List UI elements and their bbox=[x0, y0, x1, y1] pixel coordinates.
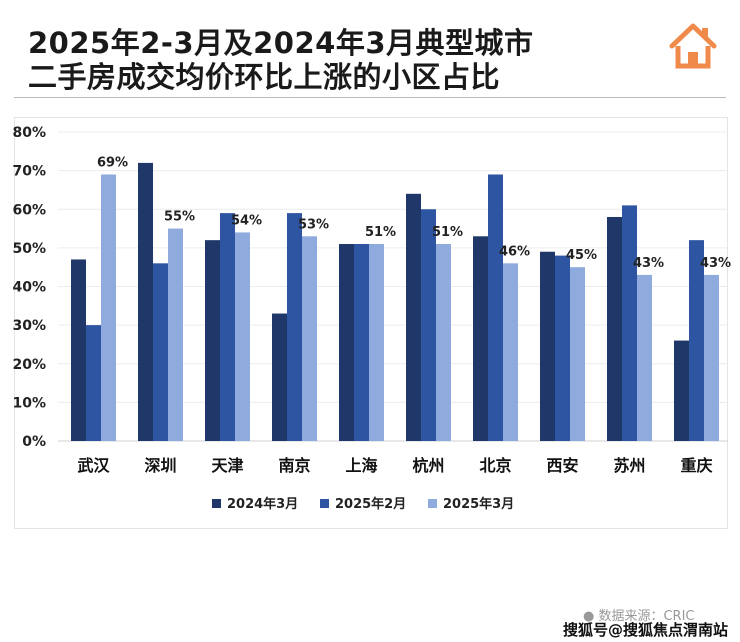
bar-3 bbox=[302, 236, 317, 441]
x-tick-label: 上海 bbox=[345, 456, 377, 475]
data-label: 53% bbox=[298, 217, 329, 232]
bar-2 bbox=[488, 174, 503, 442]
divider bbox=[14, 97, 726, 98]
bar-1 bbox=[674, 340, 689, 441]
legend-swatch bbox=[212, 499, 221, 508]
x-tick-label: 重庆 bbox=[680, 456, 712, 475]
bar-1 bbox=[205, 240, 220, 441]
bar-3 bbox=[637, 274, 652, 441]
y-tick-label: 50% bbox=[12, 241, 46, 257]
x-tick-label: 南京 bbox=[278, 456, 310, 475]
y-tick-label: 70% bbox=[12, 164, 46, 180]
bar-1 bbox=[406, 193, 421, 441]
bar-3 bbox=[436, 244, 451, 441]
data-label: 51% bbox=[365, 225, 396, 240]
y-tick-label: 10% bbox=[12, 395, 46, 411]
chart-panel bbox=[14, 117, 728, 529]
bar-3 bbox=[570, 267, 585, 441]
bar-1 bbox=[138, 162, 153, 441]
bar-2 bbox=[354, 244, 369, 441]
title-line-2: 二手房成交均价环比上涨的小区占比 bbox=[28, 60, 501, 94]
data-label: 51% bbox=[432, 225, 463, 240]
bar-1 bbox=[339, 244, 354, 441]
data-label: 46% bbox=[499, 244, 530, 259]
bar-3 bbox=[235, 232, 250, 441]
bar-3 bbox=[369, 244, 384, 441]
bar-2 bbox=[287, 213, 302, 441]
legend-label: 2025年3月 bbox=[443, 496, 514, 512]
y-tick-label: 80% bbox=[12, 125, 46, 141]
x-tick-label: 武汉 bbox=[77, 456, 110, 475]
legend-label: 2025年2月 bbox=[335, 496, 406, 512]
bar-3 bbox=[168, 228, 183, 441]
bar-3 bbox=[503, 263, 518, 441]
bar-1 bbox=[71, 259, 86, 441]
data-label: 43% bbox=[633, 256, 664, 271]
x-tick-label: 北京 bbox=[479, 456, 511, 475]
bar-2 bbox=[86, 325, 101, 441]
y-tick-label: 30% bbox=[12, 318, 46, 334]
data-label: 55% bbox=[164, 210, 195, 225]
y-tick-label: 0% bbox=[22, 434, 46, 450]
data-label: 54% bbox=[231, 213, 262, 228]
data-label: 43% bbox=[700, 256, 731, 271]
bar-1 bbox=[540, 251, 555, 441]
bar-2 bbox=[220, 213, 235, 441]
bar-2 bbox=[421, 209, 436, 441]
y-tick-label: 40% bbox=[12, 280, 46, 296]
x-tick-label: 杭州 bbox=[412, 456, 444, 475]
house-icon bbox=[669, 23, 717, 69]
watermark: 搜狐号@搜狐焦点渭南站 bbox=[563, 621, 729, 639]
data-source: ● 数据来源：CRIC bbox=[583, 609, 695, 624]
data-label: 69% bbox=[97, 155, 128, 170]
bar-2 bbox=[153, 263, 168, 441]
legend-swatch bbox=[428, 499, 437, 508]
bar-2 bbox=[689, 240, 704, 441]
bar-2 bbox=[622, 205, 637, 441]
bar-2 bbox=[555, 255, 570, 441]
x-tick-label: 深圳 bbox=[144, 456, 176, 475]
legend-label: 2024年3月 bbox=[227, 496, 298, 512]
bar-3 bbox=[101, 174, 116, 442]
x-tick-label: 天津 bbox=[211, 456, 243, 475]
bar-1 bbox=[473, 236, 488, 441]
y-tick-label: 20% bbox=[12, 357, 46, 373]
y-tick-label: 60% bbox=[12, 202, 46, 218]
x-tick-label: 西安 bbox=[546, 456, 578, 475]
x-tick-label: 苏州 bbox=[613, 456, 645, 475]
bar-3 bbox=[704, 274, 719, 441]
legend-swatch bbox=[320, 499, 329, 508]
bar-1 bbox=[607, 216, 622, 441]
data-label: 45% bbox=[566, 248, 597, 263]
bar-1 bbox=[272, 313, 287, 441]
title-line-1: 2025年2-3月及2024年3月典型城市 bbox=[28, 26, 534, 60]
